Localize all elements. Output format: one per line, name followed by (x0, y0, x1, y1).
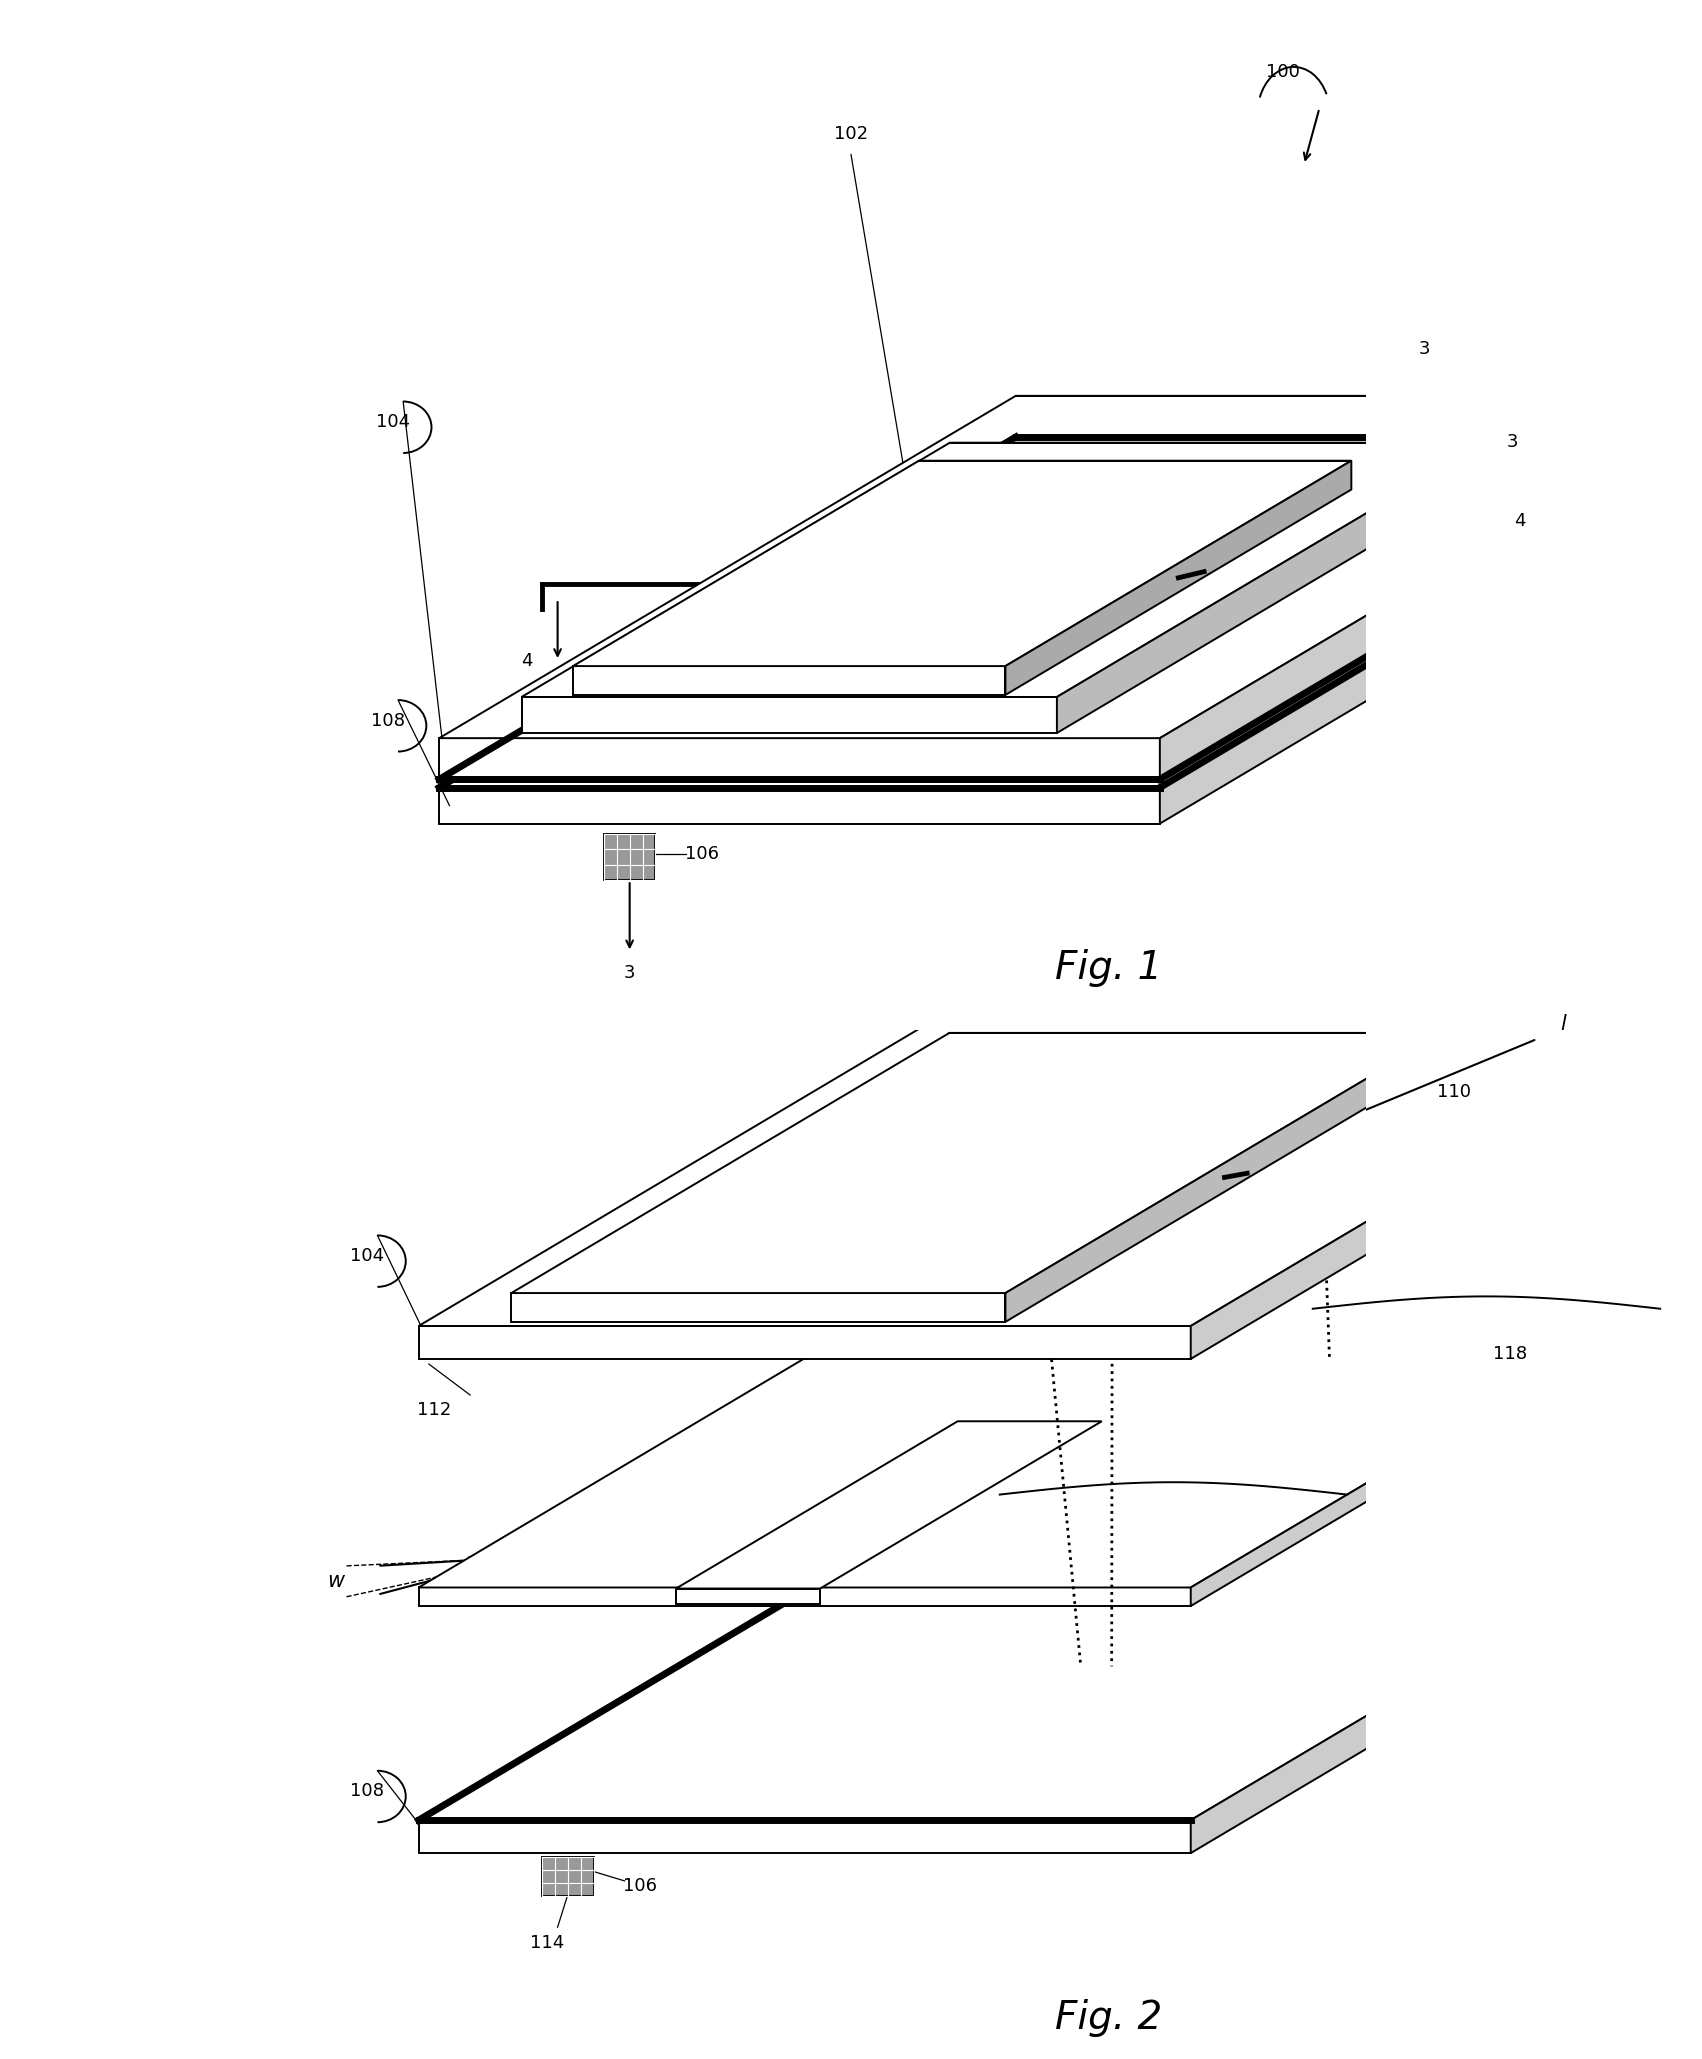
Text: 4: 4 (521, 653, 533, 669)
Text: 102: 102 (824, 1083, 858, 1100)
Polygon shape (676, 1421, 1101, 1590)
Polygon shape (543, 1857, 594, 1896)
Polygon shape (419, 1820, 1191, 1853)
Polygon shape (419, 953, 1702, 1326)
Text: w: w (328, 1571, 346, 1592)
Text: 100: 100 (1266, 64, 1300, 80)
Text: 100: 100 (1317, 1077, 1351, 1095)
Polygon shape (676, 1590, 820, 1604)
Polygon shape (1191, 1450, 1702, 1853)
Polygon shape (439, 789, 1159, 824)
Text: 108: 108 (351, 1783, 385, 1800)
Text: 3: 3 (1419, 340, 1430, 358)
Polygon shape (419, 1450, 1702, 1820)
Text: 108: 108 (371, 712, 405, 729)
Text: 112: 112 (417, 1402, 451, 1419)
Text: 102: 102 (834, 126, 868, 142)
Text: 118: 118 (1493, 1345, 1527, 1363)
Polygon shape (511, 1034, 1443, 1293)
Text: Fig. 2: Fig. 2 (1055, 1999, 1162, 2036)
Text: l: l (1561, 1013, 1566, 1034)
Polygon shape (1159, 395, 1702, 780)
Text: 117: 117 (1280, 1672, 1316, 1690)
Polygon shape (419, 1587, 1191, 1606)
Polygon shape (1191, 953, 1702, 1359)
Text: 104: 104 (351, 1248, 385, 1264)
Polygon shape (574, 461, 1351, 667)
Text: 106: 106 (684, 846, 718, 863)
Text: 114: 114 (529, 1933, 565, 1952)
Text: 4: 4 (1515, 513, 1527, 529)
Polygon shape (1006, 1034, 1443, 1322)
Polygon shape (1006, 461, 1351, 696)
Polygon shape (439, 445, 1702, 789)
Polygon shape (604, 834, 655, 881)
Text: 3: 3 (625, 964, 635, 982)
Text: 3: 3 (1506, 432, 1518, 451)
Polygon shape (574, 667, 1006, 696)
Polygon shape (1191, 1215, 1702, 1606)
Polygon shape (439, 395, 1702, 739)
Polygon shape (521, 443, 1486, 696)
Polygon shape (439, 739, 1159, 780)
Polygon shape (1159, 445, 1702, 824)
Polygon shape (521, 696, 1057, 733)
Text: 106: 106 (623, 1878, 657, 1894)
Polygon shape (511, 1293, 1006, 1322)
Text: 110: 110 (1436, 1083, 1471, 1102)
Text: Fig. 1: Fig. 1 (1055, 949, 1162, 986)
Text: 104: 104 (376, 414, 410, 430)
Polygon shape (419, 1215, 1702, 1587)
Polygon shape (419, 1326, 1191, 1359)
Polygon shape (1057, 443, 1486, 733)
